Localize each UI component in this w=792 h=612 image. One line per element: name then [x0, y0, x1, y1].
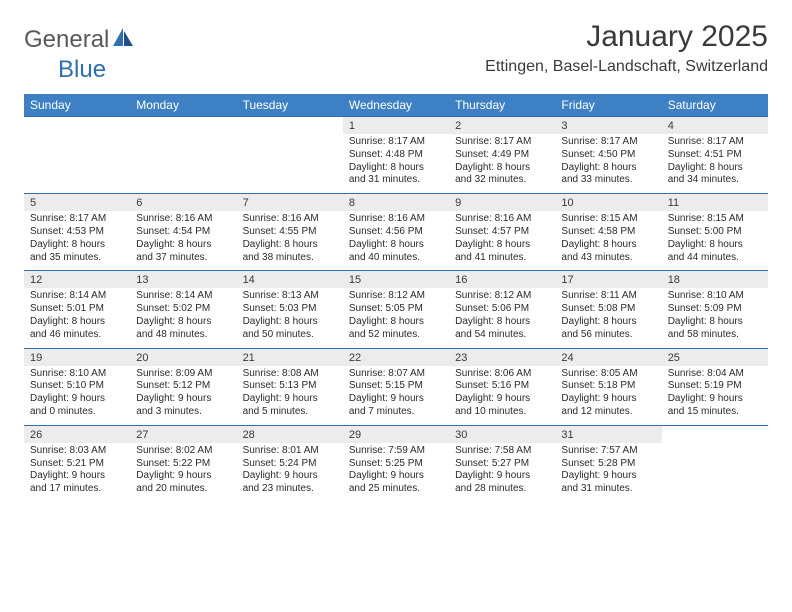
day-info-cell: Sunrise: 7:59 AM Sunset: 5:25 PM Dayligh… — [343, 443, 449, 502]
day-info-cell: Sunrise: 8:10 AM Sunset: 5:09 PM Dayligh… — [662, 288, 768, 348]
day-number-cell: 22 — [343, 348, 449, 366]
day-number-cell — [237, 117, 343, 135]
day-header: Thursday — [449, 94, 555, 117]
logo-sail-icon — [113, 28, 135, 53]
day-number-cell: 31 — [555, 425, 661, 443]
daynum-row: 567891011 — [24, 194, 768, 212]
day-number-cell: 17 — [555, 271, 661, 289]
day-info-cell: Sunrise: 8:11 AM Sunset: 5:08 PM Dayligh… — [555, 288, 661, 348]
day-info-cell: Sunrise: 8:14 AM Sunset: 5:01 PM Dayligh… — [24, 288, 130, 348]
day-info-cell: Sunrise: 7:58 AM Sunset: 5:27 PM Dayligh… — [449, 443, 555, 502]
day-info-cell: Sunrise: 8:12 AM Sunset: 5:05 PM Dayligh… — [343, 288, 449, 348]
logo-text-general: General — [24, 26, 109, 54]
day-number-cell: 29 — [343, 425, 449, 443]
day-info-cell: Sunrise: 8:13 AM Sunset: 5:03 PM Dayligh… — [237, 288, 343, 348]
day-header: Sunday — [24, 94, 130, 117]
day-info-row: Sunrise: 8:10 AM Sunset: 5:10 PM Dayligh… — [24, 366, 768, 426]
day-number-cell — [130, 117, 236, 135]
day-info-cell: Sunrise: 8:17 AM Sunset: 4:50 PM Dayligh… — [555, 134, 661, 194]
day-info-row: Sunrise: 8:03 AM Sunset: 5:21 PM Dayligh… — [24, 443, 768, 502]
day-number-cell — [662, 425, 768, 443]
day-info-cell: Sunrise: 8:17 AM Sunset: 4:53 PM Dayligh… — [24, 211, 130, 271]
day-number-cell: 15 — [343, 271, 449, 289]
daynum-row: 262728293031 — [24, 425, 768, 443]
day-number-cell: 6 — [130, 194, 236, 212]
day-number-cell: 20 — [130, 348, 236, 366]
day-info-cell: Sunrise: 8:08 AM Sunset: 5:13 PM Dayligh… — [237, 366, 343, 426]
day-number-cell: 4 — [662, 117, 768, 135]
day-info-cell: Sunrise: 8:01 AM Sunset: 5:24 PM Dayligh… — [237, 443, 343, 502]
daynum-row: 19202122232425 — [24, 348, 768, 366]
day-number-cell: 19 — [24, 348, 130, 366]
day-number-cell: 9 — [449, 194, 555, 212]
day-info-cell — [130, 134, 236, 194]
day-info-cell: Sunrise: 8:16 AM Sunset: 4:54 PM Dayligh… — [130, 211, 236, 271]
day-number-cell: 8 — [343, 194, 449, 212]
day-info-cell — [24, 134, 130, 194]
day-header: Wednesday — [343, 94, 449, 117]
day-number-cell: 27 — [130, 425, 236, 443]
day-info-cell: Sunrise: 8:14 AM Sunset: 5:02 PM Dayligh… — [130, 288, 236, 348]
day-info-cell: Sunrise: 8:16 AM Sunset: 4:55 PM Dayligh… — [237, 211, 343, 271]
day-info-cell: Sunrise: 8:17 AM Sunset: 4:51 PM Dayligh… — [662, 134, 768, 194]
day-info-cell — [237, 134, 343, 194]
day-info-row: Sunrise: 8:14 AM Sunset: 5:01 PM Dayligh… — [24, 288, 768, 348]
calendar-table: Sunday Monday Tuesday Wednesday Thursday… — [24, 94, 768, 502]
day-info-cell: Sunrise: 8:07 AM Sunset: 5:15 PM Dayligh… — [343, 366, 449, 426]
day-number-cell: 30 — [449, 425, 555, 443]
day-number-cell: 10 — [555, 194, 661, 212]
day-info-cell: Sunrise: 8:06 AM Sunset: 5:16 PM Dayligh… — [449, 366, 555, 426]
day-number-cell: 7 — [237, 194, 343, 212]
day-number-cell: 21 — [237, 348, 343, 366]
day-info-cell: Sunrise: 8:17 AM Sunset: 4:48 PM Dayligh… — [343, 134, 449, 194]
day-number-cell: 12 — [24, 271, 130, 289]
day-number-cell: 14 — [237, 271, 343, 289]
day-info-cell: Sunrise: 8:03 AM Sunset: 5:21 PM Dayligh… — [24, 443, 130, 502]
brand-logo: General — [24, 26, 137, 54]
day-header: Monday — [130, 94, 236, 117]
day-header: Friday — [555, 94, 661, 117]
day-info-cell: Sunrise: 8:04 AM Sunset: 5:19 PM Dayligh… — [662, 366, 768, 426]
day-info-cell: Sunrise: 8:12 AM Sunset: 5:06 PM Dayligh… — [449, 288, 555, 348]
daynum-row: 1234 — [24, 117, 768, 135]
day-number-cell: 16 — [449, 271, 555, 289]
day-info-cell: Sunrise: 8:16 AM Sunset: 4:57 PM Dayligh… — [449, 211, 555, 271]
day-info-cell: Sunrise: 8:15 AM Sunset: 5:00 PM Dayligh… — [662, 211, 768, 271]
day-info-cell: Sunrise: 8:02 AM Sunset: 5:22 PM Dayligh… — [130, 443, 236, 502]
day-info-cell: Sunrise: 8:16 AM Sunset: 4:56 PM Dayligh… — [343, 211, 449, 271]
day-number-cell: 11 — [662, 194, 768, 212]
day-number-cell: 3 — [555, 117, 661, 135]
day-info-row: Sunrise: 8:17 AM Sunset: 4:48 PM Dayligh… — [24, 134, 768, 194]
month-title: January 2025 — [485, 20, 768, 54]
day-info-cell — [662, 443, 768, 502]
day-number-cell: 26 — [24, 425, 130, 443]
day-header: Tuesday — [237, 94, 343, 117]
day-header: Saturday — [662, 94, 768, 117]
day-info-cell: Sunrise: 7:57 AM Sunset: 5:28 PM Dayligh… — [555, 443, 661, 502]
day-number-cell: 28 — [237, 425, 343, 443]
day-info-row: Sunrise: 8:17 AM Sunset: 4:53 PM Dayligh… — [24, 211, 768, 271]
daynum-row: 12131415161718 — [24, 271, 768, 289]
day-number-cell: 23 — [449, 348, 555, 366]
day-info-cell: Sunrise: 8:10 AM Sunset: 5:10 PM Dayligh… — [24, 366, 130, 426]
day-number-cell: 5 — [24, 194, 130, 212]
day-number-cell: 24 — [555, 348, 661, 366]
day-number-cell: 13 — [130, 271, 236, 289]
day-number-cell — [24, 117, 130, 135]
day-info-cell: Sunrise: 8:09 AM Sunset: 5:12 PM Dayligh… — [130, 366, 236, 426]
day-number-cell: 25 — [662, 348, 768, 366]
logo-text-blue: Blue — [58, 56, 106, 83]
day-header-row: Sunday Monday Tuesday Wednesday Thursday… — [24, 94, 768, 117]
day-number-cell: 1 — [343, 117, 449, 135]
day-number-cell: 18 — [662, 271, 768, 289]
day-info-cell: Sunrise: 8:15 AM Sunset: 4:58 PM Dayligh… — [555, 211, 661, 271]
day-info-cell: Sunrise: 8:17 AM Sunset: 4:49 PM Dayligh… — [449, 134, 555, 194]
day-number-cell: 2 — [449, 117, 555, 135]
day-info-cell: Sunrise: 8:05 AM Sunset: 5:18 PM Dayligh… — [555, 366, 661, 426]
